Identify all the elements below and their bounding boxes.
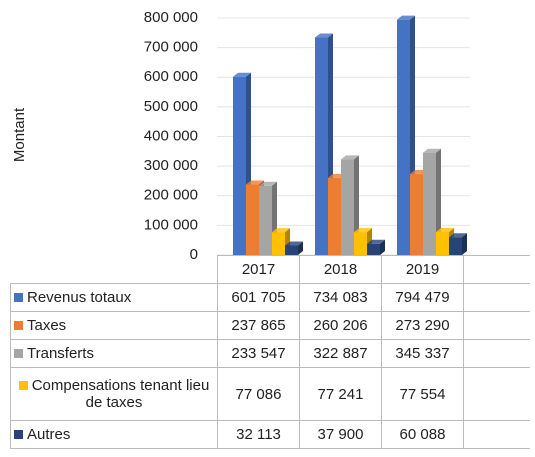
data-label: 260 206	[299, 311, 382, 340]
legend-cell: Autres	[10, 420, 218, 449]
table-row: Taxes 237 865 260 206 273 290	[10, 311, 530, 340]
bar-side	[436, 148, 441, 255]
bar	[423, 152, 436, 255]
data-label: 77 086	[217, 367, 300, 421]
y-tick-label: 400 000	[144, 127, 198, 144]
y-tick-label: 500 000	[144, 98, 198, 115]
bar	[410, 174, 423, 255]
bar	[233, 76, 246, 255]
bar-top	[354, 228, 372, 233]
data-label: 233 547	[217, 339, 300, 368]
legend-cell: Revenus totaux	[10, 283, 218, 312]
y-tick-label: 100 000	[144, 216, 198, 233]
legend-label: Revenus totaux	[27, 289, 132, 306]
data-label: 60 088	[381, 420, 464, 449]
legend-swatch	[14, 321, 23, 330]
x-tick-label: 2017	[217, 255, 300, 284]
y-tick-label: 700 000	[144, 39, 198, 56]
bar-top	[397, 15, 415, 20]
legend-label: Autres	[27, 426, 71, 443]
bar	[285, 245, 298, 255]
legend-swatch	[14, 430, 23, 439]
data-label: 601 705	[217, 283, 300, 312]
bar-top	[449, 233, 467, 238]
y-tick-label: 200 000	[144, 187, 198, 204]
bar-top	[423, 148, 441, 153]
bar	[354, 232, 367, 255]
data-label: 322 887	[299, 339, 382, 368]
bar	[259, 185, 272, 255]
data-label: 345 337	[381, 339, 464, 368]
bar	[341, 159, 354, 255]
table-row: Autres 32 113 37 900 60 088	[10, 420, 530, 449]
data-label: 734 083	[299, 283, 382, 312]
table-row: Revenus totaux 601 705 734 083 794 479	[10, 283, 530, 312]
table-pad	[463, 420, 530, 449]
legend-label: Taxes	[27, 317, 67, 334]
bar-top	[259, 181, 277, 186]
bar	[367, 243, 380, 255]
table-pad	[463, 311, 530, 340]
table-header-row: 2017 2018 2019	[11, 255, 530, 284]
legend-label: Transferts	[27, 345, 94, 362]
table-corner	[11, 256, 218, 284]
bar-side	[298, 241, 303, 255]
x-tick-label: 2018	[299, 255, 382, 284]
bar-top	[233, 72, 251, 77]
bar	[246, 184, 259, 255]
y-axis-label: Montant	[11, 107, 28, 162]
bar-top	[315, 33, 333, 38]
y-tick-label: 300 000	[144, 157, 198, 174]
data-label: 77 241	[299, 367, 382, 421]
data-label: 273 290	[381, 311, 464, 340]
bar-side	[462, 233, 467, 255]
y-tick-label: 800 000	[144, 9, 198, 26]
table-pad	[463, 283, 530, 312]
table-pad	[463, 255, 530, 284]
legend-swatch	[14, 349, 23, 358]
bar-top	[436, 228, 454, 233]
data-label: 32 113	[217, 420, 300, 449]
bar-side	[380, 239, 385, 255]
legend-label: Compensations tenant lieu de taxes	[31, 377, 210, 411]
bar-top	[285, 241, 303, 246]
table-row: Transferts 233 547 322 887 345 337	[10, 339, 530, 368]
bar	[328, 177, 341, 255]
legend-cell: Transferts	[10, 339, 218, 368]
data-table: 2017 2018 2019 Revenus totaux 601 705 734 083…	[10, 255, 530, 449]
bar	[436, 232, 449, 255]
bar	[315, 37, 328, 256]
bar-top	[272, 228, 290, 233]
table-pad	[463, 339, 530, 368]
bar	[397, 19, 410, 256]
bar-top	[246, 180, 264, 185]
legend-cell: Taxes	[10, 311, 218, 340]
data-label: 37 900	[299, 420, 382, 449]
table-pad	[463, 367, 530, 421]
legend-swatch	[18, 381, 28, 390]
y-tick-label: 0	[190, 246, 198, 263]
legend-cell: Compensations tenant lieu de taxes	[10, 367, 218, 421]
table-row: Compensations tenant lieu de taxes 77 086…	[10, 367, 530, 421]
x-tick-label: 2019	[381, 255, 464, 284]
data-label: 794 479	[381, 283, 464, 312]
bar-top	[341, 155, 359, 160]
bar-top	[367, 239, 385, 244]
data-label: 237 865	[217, 311, 300, 340]
bar	[272, 232, 285, 255]
bar	[449, 237, 462, 255]
data-label: 77 554	[381, 367, 464, 421]
y-tick-label: 600 000	[144, 68, 198, 85]
legend-swatch	[14, 293, 23, 302]
